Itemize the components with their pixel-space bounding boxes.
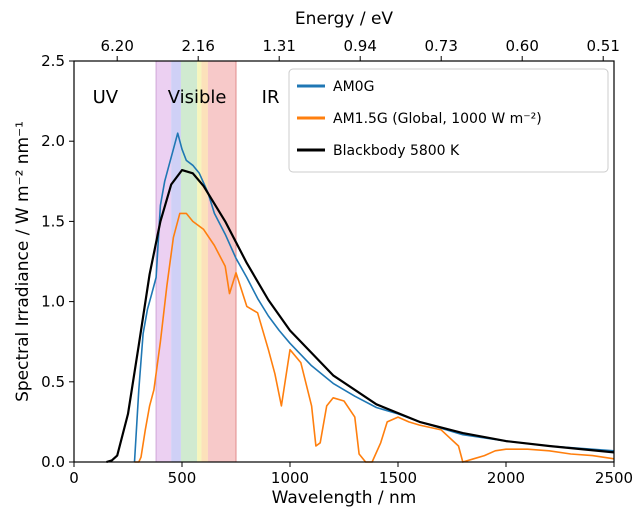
y-tick-label: 0.5 (41, 373, 65, 391)
tick-labels: 0 500 1000 1500 2000 2500 0.0 0.5 1.0 1.5 2.0 2.5 6.… (41, 37, 633, 487)
x-tick-label: 500 (168, 469, 197, 487)
legend-label-1: AM1.5G (Global, 1000 W m⁻²) (333, 111, 542, 127)
axis-ticks (69, 56, 615, 467)
top-tick-label: 0.94 (343, 37, 376, 55)
visible-spectrum-bands (155, 61, 237, 462)
visible-band-2 (180, 61, 198, 462)
top-axis-title: Energy / eV (295, 9, 394, 29)
x-axis-title: Wavelength / nm (272, 488, 417, 508)
y-tick-label: 1.0 (41, 293, 65, 311)
visible-band-3 (197, 61, 202, 462)
x-tick-label: 1000 (271, 469, 309, 487)
legend: AM0G AM1.5G (Global, 1000 W m⁻²) Blackbody… (288, 68, 609, 173)
y-tick-label: 0.0 (41, 453, 65, 471)
region-label-ir: IR (262, 87, 280, 108)
top-tick-label: 1.31 (262, 37, 295, 55)
visible-band-4 (201, 61, 208, 462)
y-axis-title: Spectral Irradiance / W m⁻² nm⁻¹ (13, 121, 33, 402)
legend-label-0: AM0G (333, 79, 374, 95)
y-tick-label: 2.0 (41, 132, 65, 150)
top-tick-label: 0.51 (586, 37, 619, 55)
legend-label-2: Blackbody 5800 K (333, 143, 460, 159)
x-tick-label: 2500 (595, 469, 633, 487)
region-label-visible: Visible (168, 87, 227, 108)
x-tick-label: 1500 (379, 469, 417, 487)
top-tick-label: 0.60 (505, 37, 538, 55)
region-label-uv: UV (93, 87, 119, 108)
visible-band-0 (156, 61, 172, 462)
series-line-blackbody (106, 169, 615, 464)
series-lines (106, 132, 615, 464)
top-tick-label: 0.73 (424, 37, 457, 55)
top-tick-label: 2.16 (181, 37, 214, 55)
x-tick-label: 2000 (487, 469, 525, 487)
y-tick-label: 1.5 (41, 212, 65, 230)
top-tick-label: 6.20 (100, 37, 133, 55)
visible-band-1 (171, 61, 181, 462)
y-tick-label: 2.5 (41, 52, 65, 70)
plot-frame (73, 60, 615, 463)
legend-box (288, 68, 609, 173)
series-line-am15g (134, 212, 615, 463)
x-tick-label: 0 (69, 469, 79, 487)
series-line-am0g (133, 132, 615, 463)
